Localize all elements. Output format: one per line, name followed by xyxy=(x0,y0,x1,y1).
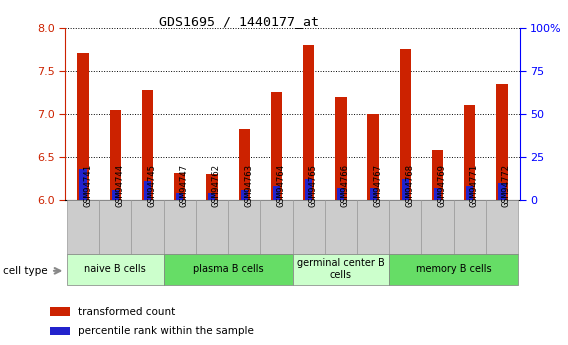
Bar xyxy=(144,181,151,200)
Bar xyxy=(335,97,346,200)
Bar xyxy=(389,200,421,254)
Bar xyxy=(271,92,282,200)
Bar xyxy=(402,179,409,200)
Text: memory B cells: memory B cells xyxy=(416,264,491,274)
Bar xyxy=(432,150,443,200)
Bar xyxy=(228,200,260,254)
Bar xyxy=(293,254,389,285)
Bar xyxy=(142,90,153,200)
Bar xyxy=(303,45,314,200)
Bar xyxy=(77,53,89,200)
Text: GSM94763: GSM94763 xyxy=(244,164,253,207)
Text: GSM94744: GSM94744 xyxy=(115,164,124,207)
Bar xyxy=(174,172,185,200)
Bar xyxy=(305,179,312,200)
Bar xyxy=(454,200,486,254)
Text: GSM94766: GSM94766 xyxy=(341,164,350,207)
Bar xyxy=(131,200,164,254)
Bar xyxy=(67,200,99,254)
Bar xyxy=(486,200,518,254)
Text: GSM94762: GSM94762 xyxy=(212,164,221,207)
Bar xyxy=(499,183,506,200)
Bar xyxy=(421,200,454,254)
Text: GDS1695 / 1440177_at: GDS1695 / 1440177_at xyxy=(158,16,319,29)
Bar xyxy=(112,190,119,200)
Bar xyxy=(260,200,293,254)
Bar xyxy=(99,200,131,254)
Bar xyxy=(466,186,473,200)
Bar xyxy=(357,200,389,254)
Text: GSM94772: GSM94772 xyxy=(502,164,511,207)
Text: naive B cells: naive B cells xyxy=(85,264,146,274)
Bar xyxy=(370,188,377,200)
Bar xyxy=(176,193,183,200)
Text: percentile rank within the sample: percentile rank within the sample xyxy=(78,326,254,336)
Bar xyxy=(367,114,379,200)
Bar xyxy=(273,186,280,200)
Bar xyxy=(206,174,218,200)
Text: GSM94768: GSM94768 xyxy=(406,164,414,207)
Bar xyxy=(434,188,441,200)
Bar xyxy=(50,327,70,335)
Text: GSM94767: GSM94767 xyxy=(373,164,382,207)
Text: GSM94769: GSM94769 xyxy=(437,164,446,207)
Bar xyxy=(293,200,325,254)
Bar xyxy=(496,84,508,200)
Bar xyxy=(80,169,86,200)
Bar xyxy=(325,200,357,254)
Text: germinal center B
cells: germinal center B cells xyxy=(297,258,385,280)
Text: GSM94745: GSM94745 xyxy=(148,164,157,207)
Bar xyxy=(164,254,293,285)
Bar xyxy=(400,49,411,200)
Bar xyxy=(337,188,344,200)
Text: GSM94747: GSM94747 xyxy=(179,164,189,207)
Text: plasma B cells: plasma B cells xyxy=(193,264,264,274)
Text: GSM94765: GSM94765 xyxy=(308,164,318,207)
Bar xyxy=(196,200,228,254)
Bar xyxy=(389,254,518,285)
Bar xyxy=(241,190,248,200)
Bar xyxy=(67,254,164,285)
Text: GSM94741: GSM94741 xyxy=(83,164,92,207)
Bar xyxy=(239,129,250,200)
Bar xyxy=(50,307,70,316)
Text: transformed count: transformed count xyxy=(78,306,176,316)
Bar xyxy=(164,200,196,254)
Bar xyxy=(208,193,215,200)
Text: GSM94764: GSM94764 xyxy=(277,164,285,207)
Text: GSM94771: GSM94771 xyxy=(470,164,479,207)
Bar xyxy=(464,105,475,200)
Text: cell type: cell type xyxy=(3,266,48,276)
Bar xyxy=(110,110,121,200)
